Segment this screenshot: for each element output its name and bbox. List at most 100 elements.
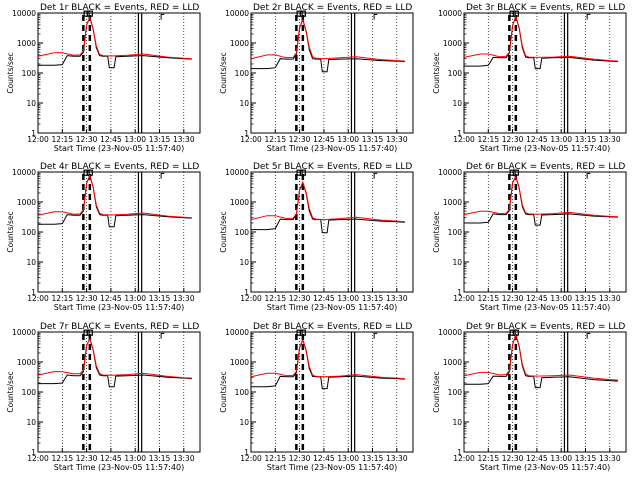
x-tick-label: 12:00 (27, 135, 49, 144)
y-tick-label: 1 (457, 288, 462, 297)
x-tick-label: 12:15 (51, 294, 73, 303)
y-tick-label: 10000 (12, 168, 36, 177)
x-tick-label: 13:00 (337, 294, 359, 303)
x-axis-label: Start Time (23-Nov-05 11:57:40) (480, 144, 610, 153)
y-axis-label: Counts/sec (219, 52, 228, 93)
y-tick-label: 100 (22, 69, 37, 78)
y-tick-label: 10000 (225, 9, 249, 18)
x-tick-label: 13:30 (173, 135, 195, 144)
marker-square (299, 10, 306, 17)
x-tick-label: 12:00 (453, 135, 475, 144)
marker-square (83, 329, 90, 336)
x-tick-label: 12:30 (289, 135, 311, 144)
x-tick-label: 12:30 (502, 135, 524, 144)
x-tick-label: 13:00 (550, 135, 572, 144)
y-tick-label: 10 (452, 418, 462, 427)
y-tick-label: 1 (244, 448, 249, 457)
y-tick-label: 10000 (12, 9, 36, 18)
series-line-events (251, 18, 405, 73)
bracket-marker (160, 332, 165, 339)
y-tick-label: 10000 (438, 168, 462, 177)
x-tick-label: 12:45 (100, 135, 122, 144)
marker-square (512, 169, 519, 176)
bracket-marker (586, 13, 591, 20)
x-axis-label: Start Time (23-Nov-05 11:57:40) (54, 463, 184, 472)
y-tick-label: 1000 (17, 39, 36, 48)
y-tick-label: 1 (31, 288, 36, 297)
x-tick-label: 13:30 (173, 294, 195, 303)
x-tick-label: 12:30 (76, 135, 98, 144)
y-tick-label: 10 (239, 418, 249, 427)
x-tick-label: 12:30 (289, 294, 311, 303)
bracket-marker (373, 13, 378, 20)
y-axis-label: Counts/sec (432, 52, 441, 93)
y-tick-label: 1 (31, 448, 36, 457)
y-axis-label: Counts/sec (432, 371, 441, 412)
x-tick-label: 13:00 (124, 135, 146, 144)
x-tick-label: 12:30 (502, 454, 524, 463)
series-line-lld (250, 18, 405, 62)
y-tick-label: 10000 (12, 328, 36, 337)
x-tick-label: 12:00 (27, 454, 49, 463)
marker-square (509, 169, 516, 176)
y-tick-label: 1 (457, 129, 462, 138)
marker-square (299, 169, 306, 176)
y-tick-label: 1000 (230, 358, 249, 367)
bracket-marker (373, 332, 378, 339)
series-line-lld (250, 338, 405, 380)
x-tick-label: 12:45 (526, 454, 548, 463)
x-axis-label: Start Time (23-Nov-05 11:57:40) (54, 144, 184, 153)
x-tick-label: 12:45 (526, 135, 548, 144)
x-axis-label: Start Time (23-Nov-05 11:57:40) (480, 303, 610, 312)
x-axis-label: Start Time (23-Nov-05 11:57:40) (480, 463, 610, 472)
x-tick-label: 13:30 (386, 135, 408, 144)
marker-square (86, 10, 93, 17)
y-tick-label: 10 (239, 258, 249, 267)
y-tick-label: 10 (26, 258, 36, 267)
x-tick-label: 13:00 (124, 454, 146, 463)
series-line-lld (463, 15, 618, 62)
chart-title: Det 6r BLACK = Events, RED = LLD (466, 162, 625, 172)
x-tick-label: 12:15 (477, 454, 499, 463)
y-tick-label: 10 (26, 418, 36, 427)
x-tick-label: 12:00 (27, 294, 49, 303)
series-line-events (38, 337, 192, 388)
y-tick-label: 100 (448, 388, 463, 397)
y-tick-label: 1000 (443, 198, 462, 207)
x-axis-label: Start Time (23-Nov-05 11:57:40) (267, 144, 397, 153)
x-tick-label: 13:00 (337, 135, 359, 144)
series-line-lld (37, 174, 192, 219)
series-line-events (38, 16, 192, 69)
x-tick-label: 12:15 (51, 454, 73, 463)
y-tick-label: 1 (31, 129, 36, 138)
x-tick-label: 13:30 (173, 454, 195, 463)
bracket-marker (160, 13, 165, 20)
bracket-marker (586, 172, 591, 179)
marker-square (296, 169, 303, 176)
x-tick-label: 12:45 (526, 294, 548, 303)
marker-square (296, 329, 303, 336)
y-tick-label: 1000 (443, 39, 462, 48)
series-line-lld (463, 175, 618, 218)
series-line-lld (37, 16, 192, 60)
y-tick-label: 100 (235, 388, 250, 397)
x-tick-label: 12:15 (51, 135, 73, 144)
x-tick-label: 13:30 (386, 294, 408, 303)
x-tick-label: 13:15 (575, 454, 597, 463)
marker-square (86, 329, 93, 336)
series-line-lld (463, 333, 618, 381)
series-line-events (38, 174, 192, 228)
y-axis-label: Counts/sec (6, 52, 15, 93)
x-tick-label: 12:30 (502, 294, 524, 303)
x-tick-label: 13:30 (386, 454, 408, 463)
y-tick-label: 1000 (230, 39, 249, 48)
y-tick-label: 10000 (438, 9, 462, 18)
y-tick-label: 1 (457, 448, 462, 457)
series-line-events (251, 180, 405, 234)
x-tick-label: 13:30 (599, 135, 621, 144)
x-tick-label: 12:00 (240, 135, 262, 144)
